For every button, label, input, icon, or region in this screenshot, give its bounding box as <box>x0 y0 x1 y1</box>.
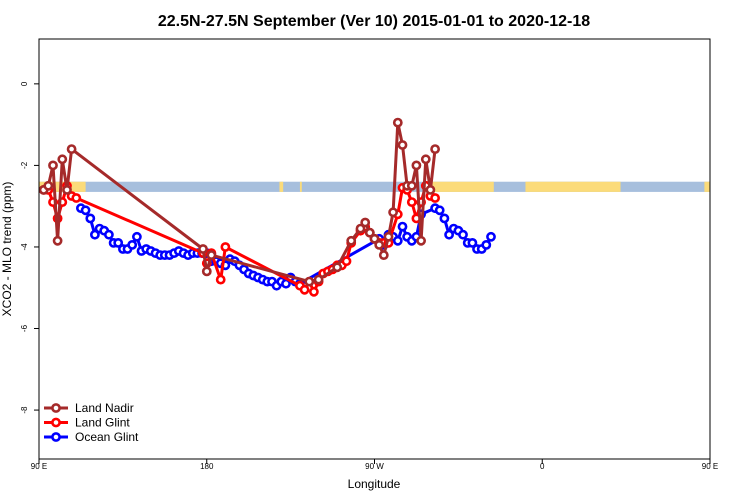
land-nadir-point <box>355 223 366 234</box>
land-segment <box>299 181 302 192</box>
land-glint-point <box>220 242 231 252</box>
ocean-band <box>39 181 710 192</box>
ocean-glint-point <box>392 235 403 246</box>
y-tick-label: -2 <box>20 161 29 169</box>
ocean-glint-point <box>90 229 100 240</box>
ocean-glint-point <box>467 237 478 248</box>
land-segment <box>279 181 284 192</box>
land-nadir-point <box>383 231 394 242</box>
land-glint-point <box>341 256 352 267</box>
ocean-glint-point <box>481 239 492 250</box>
ocean-glint-point <box>486 231 496 242</box>
ocean-glint-point <box>434 205 445 216</box>
y-tick-label: -6 <box>20 324 29 332</box>
land-glint-point <box>299 284 310 295</box>
land-nadir-point <box>374 239 385 250</box>
land-nadir-point <box>406 180 417 191</box>
land-glint-point <box>215 274 226 285</box>
land-nadir-point <box>198 244 208 254</box>
x-tick-label: 90 E <box>702 462 718 471</box>
land-nadir-point <box>304 276 315 287</box>
y-tick-label: -4 <box>20 243 29 251</box>
land-segment <box>704 181 710 192</box>
land-nadir-point <box>369 233 380 244</box>
legend-label: Land Nadir <box>75 401 134 415</box>
land-nadir-point <box>378 250 389 260</box>
land-nadir-point <box>346 235 357 246</box>
land-nadir-point <box>206 250 217 260</box>
land-ocean-band <box>39 181 710 192</box>
land-glint-point <box>71 193 82 203</box>
land-nadir-point <box>201 266 212 277</box>
legend-entry-land-nadir: Land Nadir <box>44 401 134 415</box>
series-land-nadir <box>38 117 440 287</box>
x-tick-label: 90 W <box>365 462 384 471</box>
land-nadir-point <box>416 235 426 246</box>
land-nadir-line <box>42 121 437 284</box>
x-tick-label: 90 E <box>31 462 47 471</box>
land-nadir-point <box>411 160 422 171</box>
land-nadir-point <box>364 227 375 238</box>
legend-entry-land-glint: Land Glint <box>44 416 130 430</box>
chart-title: 22.5N-27.5N September (Ver 10) 2015-01-0… <box>158 13 590 30</box>
ocean-glint-point <box>127 239 138 250</box>
land-nadir-point <box>397 140 408 150</box>
land-nadir-point <box>360 217 371 228</box>
legend-label: Ocean Glint <box>75 430 139 444</box>
series-layer <box>38 117 496 297</box>
land-nadir-point <box>388 207 398 218</box>
ocean-glint-point <box>458 229 468 240</box>
land-nadir-point <box>332 262 343 273</box>
ocean-glint-point <box>104 229 114 240</box>
land-nadir-point <box>52 235 63 246</box>
ocean-glint-point <box>397 221 408 232</box>
land-nadir-point <box>425 184 436 195</box>
legend-marker <box>51 432 61 442</box>
land-nadir-point <box>66 144 77 154</box>
legend-entry-ocean-glint: Ocean Glint <box>44 430 139 444</box>
y-axis-label: XCO2 - MLO trend (ppm) <box>0 182 14 317</box>
land-nadir-point <box>430 144 440 154</box>
ocean-glint-point <box>131 231 142 242</box>
x-axis-label: Longitude <box>348 477 401 491</box>
land-nadir-point <box>62 184 72 195</box>
x-axis: 90 E 180 90 W 0 90 E <box>31 459 718 471</box>
land-segment <box>432 181 494 192</box>
ocean-glint-point <box>80 205 91 216</box>
ocean-glint-point <box>85 213 96 224</box>
x-tick-label: 180 <box>200 462 214 471</box>
ocean-glint-point <box>444 229 454 240</box>
legend-label: Land Glint <box>75 416 130 430</box>
land-glint-point <box>430 193 440 203</box>
ocean-glint-point <box>113 237 124 248</box>
y-tick-label: -8 <box>20 406 29 414</box>
land-segment <box>525 181 621 192</box>
land-nadir-point <box>43 180 54 191</box>
land-nadir-point <box>48 160 58 171</box>
land-nadir-point <box>57 154 68 165</box>
x-tick-label: 0 <box>540 462 545 471</box>
y-tick-label: 0 <box>20 81 29 86</box>
land-nadir-point <box>313 274 324 285</box>
ocean-glint-point <box>439 213 450 224</box>
land-nadir-point <box>420 154 431 165</box>
legend-marker <box>51 417 61 428</box>
y-axis: 0 -2 -4 -6 -8 <box>20 81 39 414</box>
land-glint-point <box>308 286 319 297</box>
legend-marker <box>51 403 61 413</box>
land-nadir-point <box>392 117 403 128</box>
land-glint-point <box>406 197 417 207</box>
